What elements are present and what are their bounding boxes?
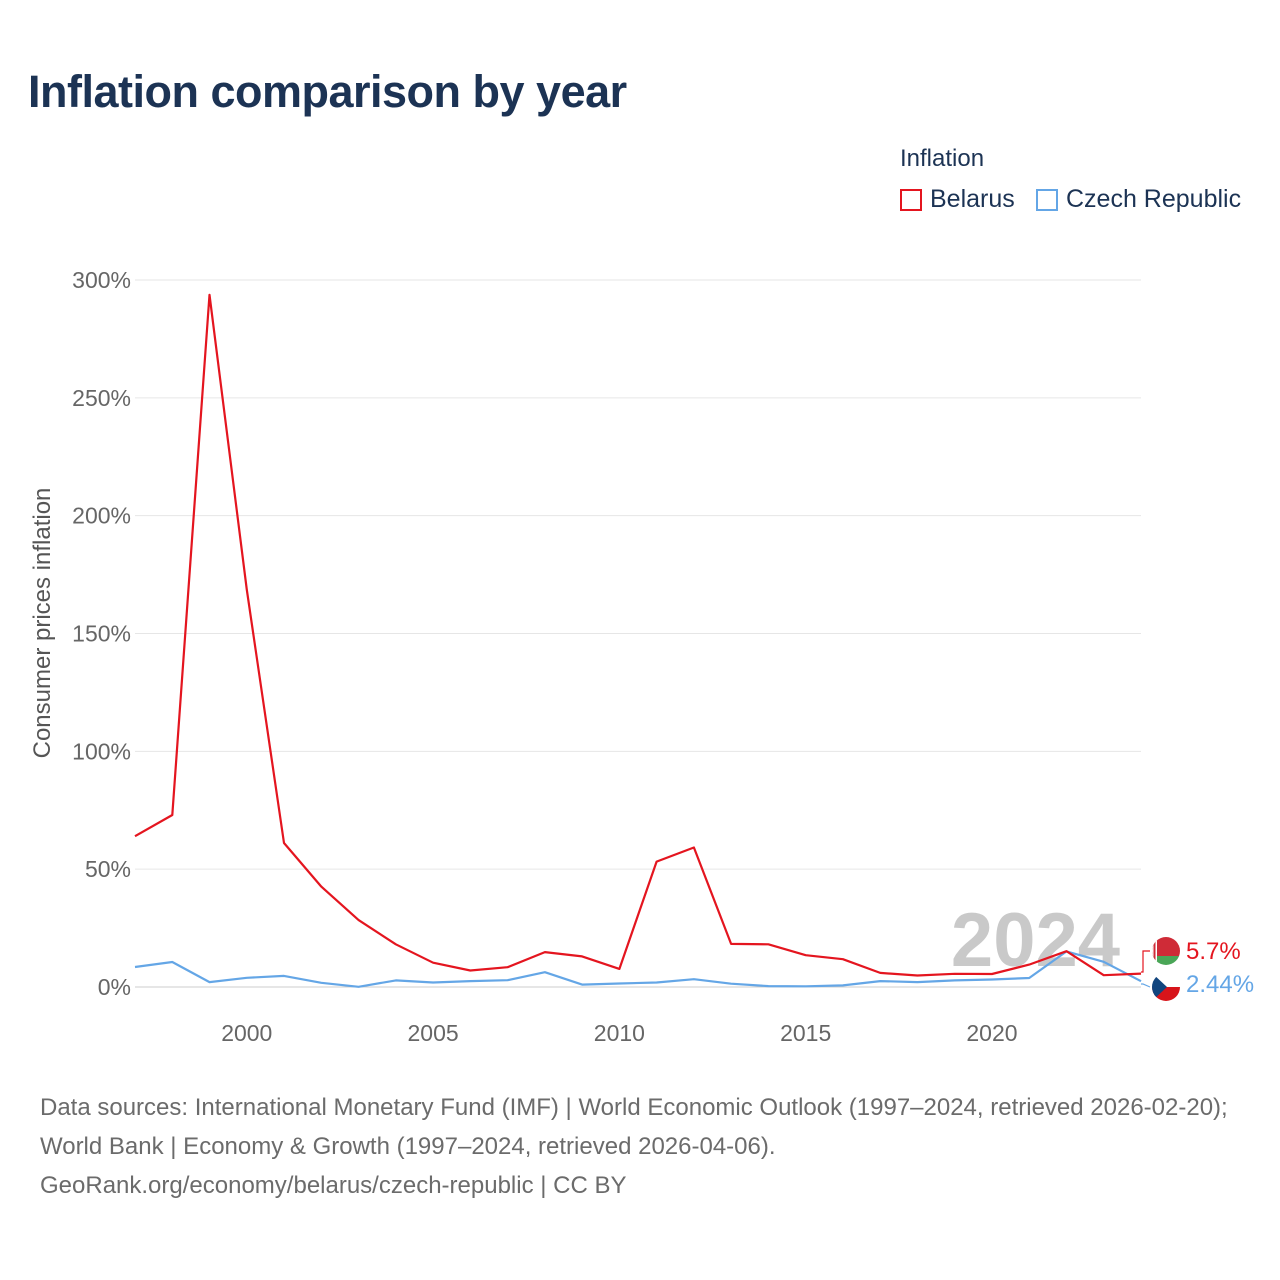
x-tick-label: 2010 (594, 1020, 645, 1046)
footer: Data sources: International Monetary Fun… (40, 1088, 1250, 1205)
czech-end-label: 2.44% (1186, 971, 1254, 998)
legend-label-czech-republic: Czech Republic (1066, 185, 1242, 213)
x-tick-label: 2020 (966, 1020, 1017, 1046)
credit-link[interactable]: GeoRank.org/economy/belarus/czech-republ… (40, 1172, 627, 1199)
legend-item-belarus[interactable]: Belarus (900, 185, 1015, 214)
series-line-belarus[interactable] (134, 293, 1142, 977)
y-tick-label: 150% (72, 621, 131, 647)
y-tick-label: 50% (85, 856, 131, 882)
belarus-flag-icon (1152, 937, 1180, 965)
legend-swatch-czech-republic (1036, 188, 1058, 211)
line-chart: 0%50%100%150%200%250%300% 2000 2005 2010 20… (29, 267, 1254, 1046)
legend-item-czech-republic[interactable]: Czech Republic (1036, 185, 1241, 214)
czech-flag-icon (1152, 973, 1180, 1001)
series-line-czech-republic[interactable] (134, 950, 1142, 988)
legend-label-belarus: Belarus (930, 185, 1015, 213)
belarus-leader-line (1141, 950, 1150, 973)
series-lines (134, 293, 1142, 988)
belarus-end-label: 5.7% (1186, 938, 1241, 965)
czech-leader-line (1141, 983, 1151, 988)
y-tick-label: 300% (72, 267, 131, 293)
y-tick-label: 0% (98, 974, 131, 1000)
gridlines (135, 279, 1141, 988)
x-tick-label: 2005 (407, 1020, 458, 1046)
y-tick-label: 100% (72, 738, 131, 764)
y-tick-label: 200% (72, 503, 131, 529)
x-axis-ticks: 2000 2005 2010 2015 2020 (221, 1020, 1017, 1046)
data-sources: Data sources: International Monetary Fun… (40, 1094, 1228, 1160)
y-axis-label: Consumer prices inflation (29, 488, 56, 759)
chart-title: Inflation comparison by year (28, 66, 627, 117)
legend-swatch-belarus (900, 188, 922, 211)
legend-title: Inflation (900, 145, 985, 172)
y-tick-label: 250% (72, 385, 131, 411)
x-tick-label: 2000 (221, 1020, 272, 1046)
y-axis-ticks: 0% 50% 100% 150% 200% 250% 300% (72, 267, 131, 1000)
x-tick-label: 2015 (780, 1020, 831, 1046)
